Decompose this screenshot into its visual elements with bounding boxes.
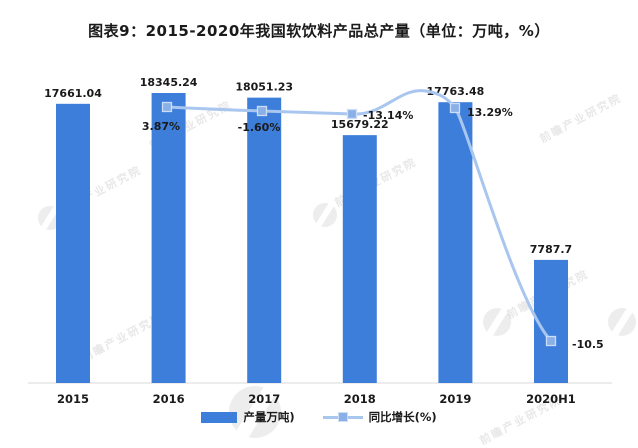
line-marker (449, 102, 461, 114)
bar-value-label: 18345.24 (140, 76, 198, 89)
production-bar (247, 97, 282, 384)
line-marker (161, 101, 173, 113)
production-bar (438, 102, 473, 383)
legend-item-production: 产量万吨) (201, 409, 295, 425)
bar-value-label: 7787.7 (530, 243, 572, 256)
production-bar (56, 103, 90, 384)
growth-value-label: -1.60% (238, 121, 281, 134)
x-tick-label: 2018 (344, 392, 376, 406)
bar-value-label: 18051.23 (235, 81, 293, 94)
line-series-swatch-icon (322, 411, 363, 423)
production-bar (151, 93, 186, 383)
x-tick-label: 2016 (153, 392, 185, 406)
legend: 产量万吨) 同比增长(%) (0, 409, 638, 425)
line-marker (346, 108, 358, 120)
growth-value-label: 3.87% (142, 120, 180, 133)
x-tick-label: 2019 (439, 392, 471, 406)
x-tick-label: 2015 (57, 392, 89, 406)
growth-value-label: 13.29% (467, 106, 513, 119)
legend-line-label: 同比增长(%) (368, 410, 437, 424)
bar-series-swatch-icon (201, 411, 238, 423)
line-marker (545, 335, 557, 347)
legend-bar-label: 产量万吨) (243, 410, 295, 424)
bar-value-label: 17661.04 (44, 87, 102, 100)
legend-item-growth: 同比增长(%) (322, 409, 437, 425)
x-tick-label: 2020H1 (526, 392, 576, 406)
bar-value-label: 15679.22 (331, 118, 389, 131)
production-bar (534, 259, 568, 383)
growth-value-label: -10.5 (572, 338, 604, 351)
production-bar (342, 135, 377, 383)
chart-title: 图表9：2015-2020年我国软饮料产品总产量（单位：万吨，%） (88, 22, 550, 40)
growth-value-label: -13.14% (363, 109, 413, 122)
x-tick-label: 2017 (248, 392, 280, 406)
line-marker (256, 105, 268, 117)
